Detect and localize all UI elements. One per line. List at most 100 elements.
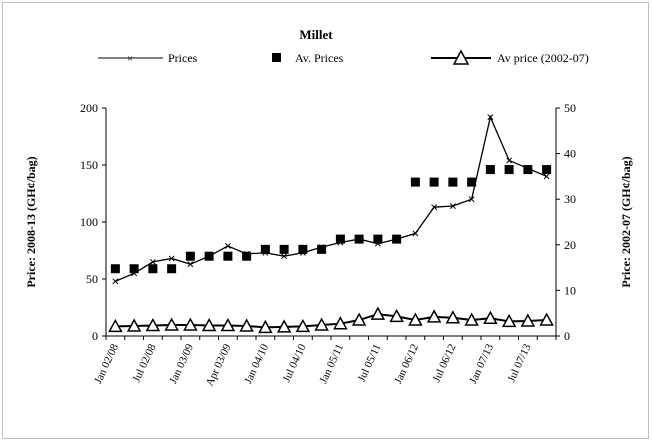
x-tick-label: Jan 02/08 xyxy=(92,342,121,386)
av-price-2002-07-point xyxy=(258,319,273,334)
legend-avprices-label: Av. Prices xyxy=(295,51,344,65)
prices-line xyxy=(115,115,547,282)
av-price-2002-07-point xyxy=(389,308,404,323)
av-price-2002-07-point xyxy=(483,310,498,324)
av-prices-point xyxy=(504,165,514,175)
av-price-2002-07-point xyxy=(445,310,461,324)
prices-point xyxy=(149,258,156,265)
x-tick-label: Jan 03/09 xyxy=(167,342,196,386)
av-price-2002-07-point xyxy=(201,317,217,332)
prices-point xyxy=(468,196,475,203)
av-prices-point xyxy=(354,234,364,244)
x-tick-label: Jan 07/13 xyxy=(467,342,496,386)
left-axis-label: Price: 2008-13 (GH¢/bag) xyxy=(24,156,38,287)
x-ticks: Jan 02/08 Jul 02/08 Jan 03/09 Apr 03/09 Jan … xyxy=(92,336,557,388)
av-price-2002-07-point xyxy=(126,318,142,332)
legend-avprice0207-label: Av price (2002-07) xyxy=(497,51,589,65)
av-price-2002-07-point xyxy=(295,318,311,333)
legend-avprice0207-marker xyxy=(452,49,470,65)
right-tick-label: 20 xyxy=(564,238,576,252)
right-tick-label: 30 xyxy=(564,192,576,206)
right-tick-label: 10 xyxy=(564,283,576,297)
prices-point xyxy=(224,242,231,249)
av-price-2002-07-line xyxy=(115,313,547,329)
legend-prices-label: Prices xyxy=(168,51,198,65)
x-tick-label: Jul 02/08 xyxy=(131,342,159,384)
av-price-2002-07-point xyxy=(108,318,123,333)
av-prices-point xyxy=(542,165,552,175)
prices-point xyxy=(412,230,419,237)
av-price-2002-07-point xyxy=(164,317,179,331)
av-price-2002-07-point xyxy=(220,317,236,332)
av-price-2002-07-point xyxy=(333,316,348,330)
x-tick-label: Jul 05/11 xyxy=(356,342,384,384)
av-price-2002-07-point xyxy=(183,317,198,331)
av-prices-point xyxy=(317,244,327,254)
av-prices-point xyxy=(523,165,533,175)
left-tick-label: 100 xyxy=(80,215,98,229)
right-tick-label: 0 xyxy=(564,329,570,343)
av-prices-point xyxy=(204,251,214,261)
legend-avprices-marker xyxy=(272,53,281,62)
av-price-2002-07-point xyxy=(351,312,367,326)
millet-chart: Millet × Prices Av. Prices Av price (200… xyxy=(24,27,633,388)
x-tick-label: Apr 03/09 xyxy=(204,342,234,388)
av-prices-point xyxy=(373,234,383,244)
chart-frame: Millet × Prices Av. Prices Av price (200… xyxy=(2,2,649,439)
av-prices-point xyxy=(279,244,289,254)
series-av-prices xyxy=(110,165,552,274)
series-av-price-2002-07 xyxy=(108,306,554,334)
left-tick-label: 50 xyxy=(86,272,98,286)
av-prices-point xyxy=(335,234,345,244)
av-prices-point xyxy=(148,264,158,274)
right-axis-label: Price: 2002-07 (GH¢/bag) xyxy=(619,156,633,287)
x-tick-label: Jul 04/10 xyxy=(281,342,309,384)
prices-point xyxy=(112,278,119,285)
left-tick-label: 200 xyxy=(80,101,98,115)
av-price-2002-07-point xyxy=(370,306,386,320)
av-price-2002-07-point xyxy=(276,319,292,333)
right-tick-label: 40 xyxy=(564,147,576,161)
right-tick-label: 50 xyxy=(564,101,576,115)
left-tick-label: 0 xyxy=(92,329,98,343)
av-prices-point xyxy=(485,165,495,175)
left-tick-label: 150 xyxy=(80,158,98,172)
av-price-2002-07-point xyxy=(539,312,554,326)
av-price-2002-07-point xyxy=(408,312,423,326)
series-prices xyxy=(112,114,550,285)
av-prices-point xyxy=(223,251,233,261)
prices-point xyxy=(187,261,194,268)
x-tick-label: Jan 04/10 xyxy=(242,342,271,386)
av-price-2002-07-point xyxy=(314,317,329,331)
av-prices-point xyxy=(410,177,420,187)
av-prices-point xyxy=(129,264,139,274)
av-price-2002-07-point xyxy=(501,313,517,328)
av-prices-point xyxy=(448,177,458,187)
left-ticks: 0 50 100 150 200 xyxy=(80,101,106,343)
right-ticks: 0 10 20 30 40 50 xyxy=(556,101,576,343)
av-prices-point xyxy=(185,251,195,261)
av-price-2002-07-point xyxy=(239,318,254,332)
av-prices-point xyxy=(392,234,402,244)
prices-point xyxy=(449,203,456,209)
av-price-2002-07-point xyxy=(145,317,161,332)
x-tick-label: Jul 07/13 xyxy=(506,342,534,384)
prices-point xyxy=(431,204,438,211)
legend-prices-marker: × xyxy=(127,53,133,65)
chart-title: Millet xyxy=(299,27,333,42)
prices-point xyxy=(487,114,494,121)
av-prices-point xyxy=(298,244,308,254)
prices-point xyxy=(168,255,175,262)
x-tick-label: Jan 05/11 xyxy=(317,342,346,385)
prices-point xyxy=(506,157,513,164)
av-price-2002-07-point xyxy=(426,309,442,323)
av-prices-point xyxy=(167,264,177,274)
prices-point xyxy=(543,173,550,180)
prices-point xyxy=(281,253,288,260)
av-price-2002-07-point xyxy=(520,313,536,327)
av-prices-point xyxy=(260,244,270,254)
av-prices-point xyxy=(429,177,439,187)
av-prices-point xyxy=(242,251,252,261)
av-prices-point xyxy=(110,264,120,274)
x-tick-label: Jan 06/12 xyxy=(392,342,421,386)
